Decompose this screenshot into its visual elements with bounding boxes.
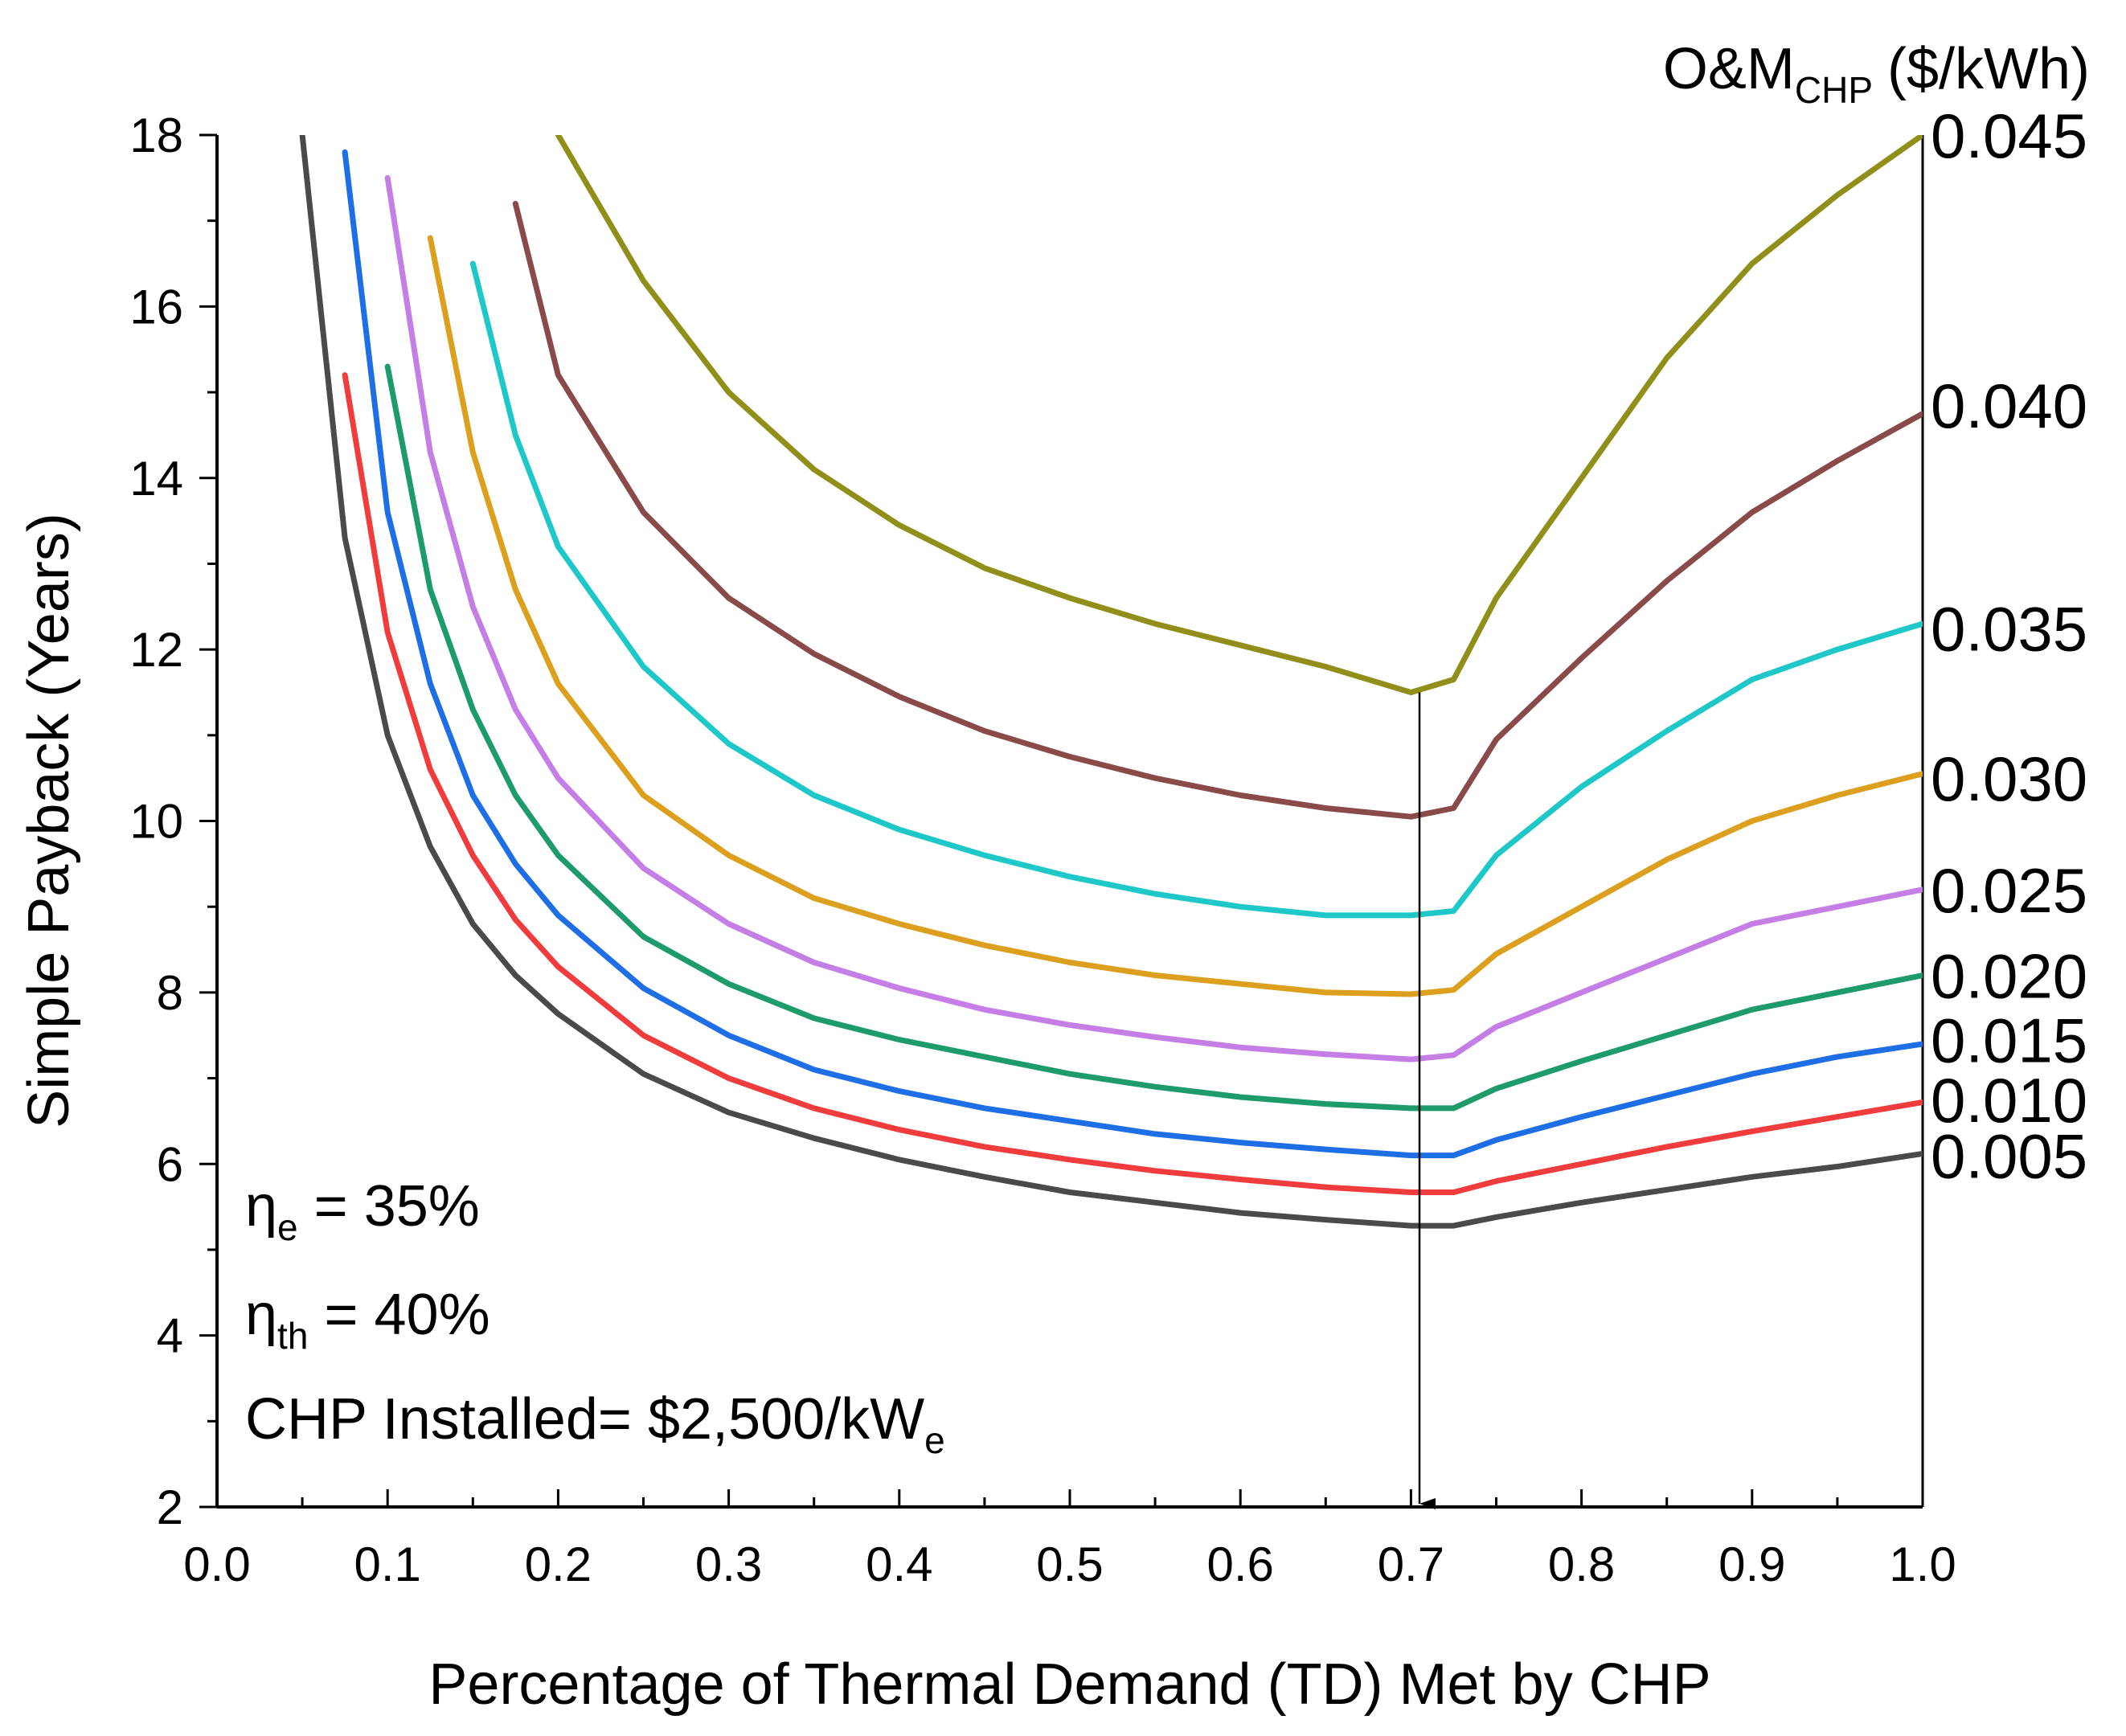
y-tick-label: 14 xyxy=(129,452,183,506)
series-label-0.045: 0.045 xyxy=(1931,100,2087,171)
x-tick-label: 0.9 xyxy=(1718,1537,1785,1591)
series-label-0.025: 0.025 xyxy=(1931,855,2087,926)
y-tick-label: 6 xyxy=(157,1137,183,1191)
series-line-0.040 xyxy=(512,200,1923,820)
series-line-0.015 xyxy=(342,149,1923,1159)
x-tick-label: 0.6 xyxy=(1206,1537,1273,1591)
series-line-0.030 xyxy=(427,235,1923,997)
series-line-0.025 xyxy=(384,174,1923,1062)
y-tick-label: 4 xyxy=(157,1309,183,1363)
y-tick-label: 12 xyxy=(129,623,183,677)
annotation-eta-e: ηe = 35% xyxy=(245,1174,480,1248)
series-label-0.020: 0.020 xyxy=(1931,941,2087,1012)
annotation-eta-th: ηth = 40% xyxy=(245,1283,490,1357)
series-lines xyxy=(299,135,1923,1229)
annotation-install-cost: CHP Installed= $2,500/kWe xyxy=(245,1387,945,1461)
x-tick-label: 0.4 xyxy=(866,1537,932,1591)
y-tick-label: 8 xyxy=(157,966,183,1020)
x-tick-label: 0.2 xyxy=(525,1537,592,1591)
series-line-0.020 xyxy=(384,363,1923,1112)
x-tick-label: 0.5 xyxy=(1036,1537,1103,1591)
y-tick-label: 16 xyxy=(129,280,183,334)
series-line-0.005 xyxy=(299,135,1923,1229)
x-tick-label: 0.8 xyxy=(1548,1537,1615,1591)
series-label-0.010: 0.010 xyxy=(1931,1065,2087,1136)
x-tick-label: 0.7 xyxy=(1378,1537,1444,1591)
y-tick-label: 2 xyxy=(157,1480,183,1534)
series-label-0.030: 0.030 xyxy=(1931,743,2087,814)
series-label-0.015: 0.015 xyxy=(1931,1005,2087,1076)
x-tick-label: 0.0 xyxy=(183,1537,250,1591)
series-line-0.010 xyxy=(342,372,1923,1195)
series-label-0.005: 0.005 xyxy=(1931,1121,2087,1192)
y-tick-label: 18 xyxy=(129,108,183,162)
x-tick-label: 0.3 xyxy=(695,1537,762,1591)
y-axis-title: Simple Payback (Years) xyxy=(17,513,81,1128)
x-tick-label: 1.0 xyxy=(1889,1537,1956,1591)
series-line-0.035 xyxy=(469,260,1923,919)
series-line-0.045 xyxy=(555,135,1923,695)
x-tick-label: 0.1 xyxy=(354,1537,420,1591)
y-tick-label: 10 xyxy=(129,795,183,849)
y-axis-ticks: 2 4 6 8 10 12 14 16 18 xyxy=(129,108,217,1534)
series-label-0.040: 0.040 xyxy=(1931,371,2087,441)
series-label-0.035: 0.035 xyxy=(1931,593,2087,664)
legend-title: O&MCHP ($/kWh) xyxy=(1663,37,2090,111)
x-axis-ticks: 0.0 0.1 0.2 0.3 0.4 0.5 0.6 0.7 0.8 0.9 1.0 xyxy=(183,1489,1956,1591)
x-axis-title: Percentage of Thermal Demand (TD) Met by… xyxy=(428,1652,1710,1717)
